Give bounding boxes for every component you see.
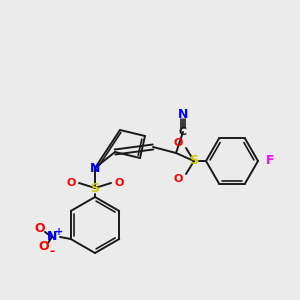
Text: S: S — [91, 182, 100, 194]
Text: N: N — [90, 161, 100, 175]
Text: O: O — [39, 241, 49, 254]
Text: O: O — [114, 178, 124, 188]
Text: O: O — [35, 223, 45, 236]
Text: +: + — [55, 227, 63, 237]
Text: -: - — [50, 245, 55, 259]
Text: F: F — [266, 154, 274, 167]
Text: O: O — [173, 174, 183, 184]
Text: O: O — [173, 138, 183, 148]
Text: N: N — [178, 109, 188, 122]
Text: S: S — [190, 154, 199, 167]
Text: N: N — [47, 230, 57, 244]
Text: C: C — [179, 127, 187, 137]
Text: O: O — [66, 178, 76, 188]
